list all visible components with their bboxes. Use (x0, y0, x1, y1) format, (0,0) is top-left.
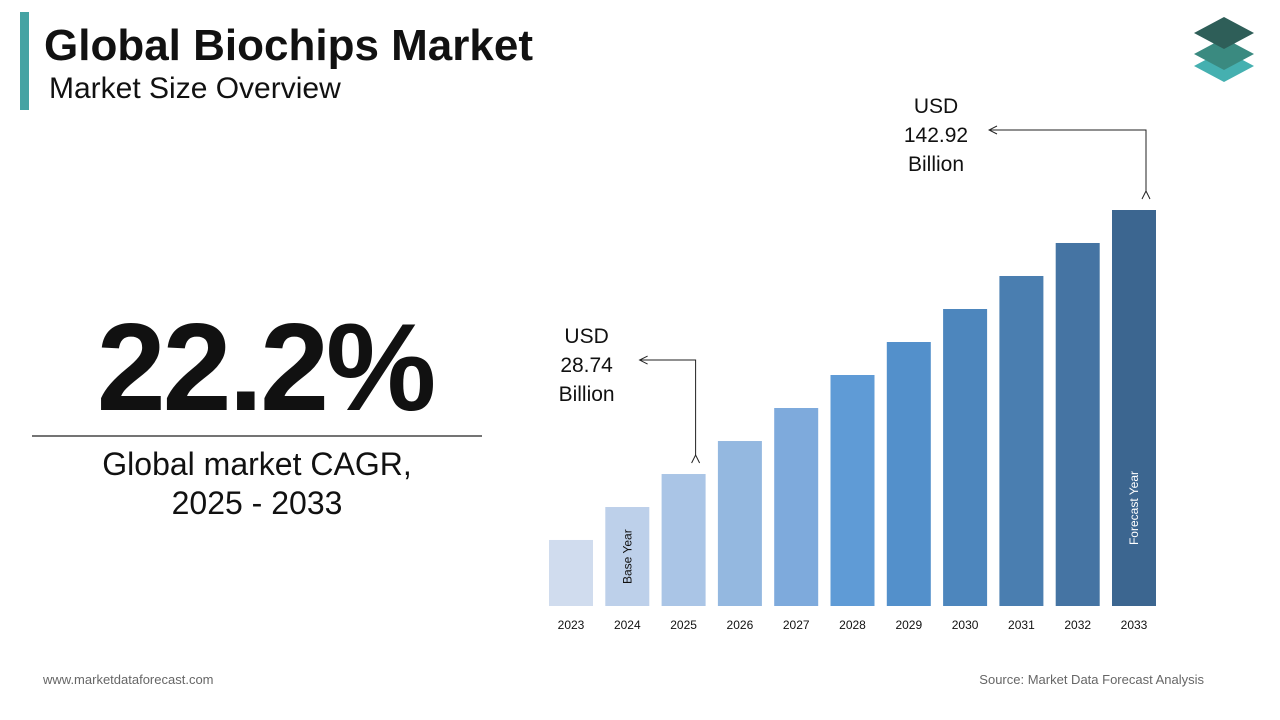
bar (549, 539, 593, 606)
x-tick-label: 2028 (839, 618, 866, 632)
x-tick-label: 2032 (1064, 618, 1091, 632)
bar-label: Forecast Year (1127, 471, 1141, 545)
value-label: USD 28.74 Billion (559, 325, 615, 406)
value-label: USD 142.92 Billion (904, 95, 968, 176)
bar (830, 374, 875, 606)
bar (1112, 210, 1156, 606)
x-tick-label: 2025 (670, 618, 697, 632)
x-tick-label: 2029 (895, 618, 922, 632)
x-tick-label: 2023 (558, 618, 585, 632)
x-tick-label: 2030 (952, 618, 979, 632)
x-tick-label: 2026 (727, 618, 754, 632)
bar (661, 474, 706, 606)
cagr-caption: 2025 - 2033 (172, 485, 343, 521)
cagr-caption: Global market CAGR, (102, 446, 411, 482)
cagr-figure: 22.2% (97, 299, 434, 437)
x-tick-label: 2027 (783, 618, 810, 632)
x-tick-label: 2033 (1121, 618, 1148, 632)
source: Source: Market Data Forecast Analysis (979, 672, 1204, 687)
annotation-arrow (640, 360, 696, 455)
bar (999, 275, 1044, 606)
bar (605, 507, 650, 606)
bar-label: Base Year (620, 529, 634, 584)
website: www.marketdataforecast.com (42, 672, 214, 687)
accent-bar (20, 12, 29, 110)
logo (1194, 17, 1254, 82)
x-tick-label: 2024 (614, 618, 641, 632)
subtitle: Market Size Overview (49, 72, 341, 105)
bar (1055, 242, 1100, 606)
bar (943, 309, 988, 606)
title: Global Biochips Market (44, 21, 533, 70)
annotation-arrow (989, 130, 1146, 191)
bar (717, 441, 762, 606)
bar (886, 342, 931, 606)
x-tick-label: 2031 (1008, 618, 1035, 632)
bar (774, 408, 819, 606)
